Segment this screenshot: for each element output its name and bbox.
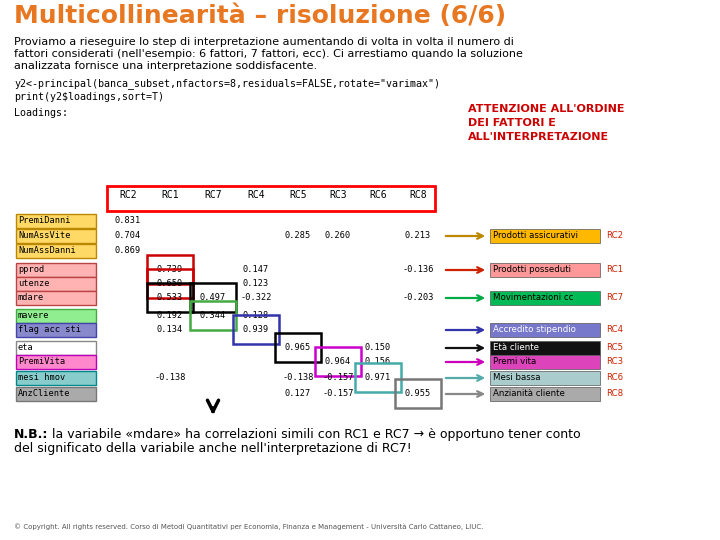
FancyBboxPatch shape: [16, 387, 96, 401]
FancyBboxPatch shape: [16, 263, 96, 277]
Text: flag acc sti: flag acc sti: [18, 325, 81, 334]
Text: RC7: RC7: [606, 293, 623, 302]
Text: PremiVita: PremiVita: [18, 357, 66, 366]
Text: Prodotti posseduti: Prodotti posseduti: [493, 265, 571, 274]
Text: print(y2$loadings,sort=T): print(y2$loadings,sort=T): [14, 92, 164, 102]
FancyBboxPatch shape: [490, 229, 600, 243]
Text: 0.869: 0.869: [115, 246, 141, 255]
Text: analizzata fornisce una interpretazione soddisfacente.: analizzata fornisce una interpretazione …: [14, 61, 317, 71]
Text: -0.136: -0.136: [402, 265, 433, 274]
FancyBboxPatch shape: [490, 291, 600, 305]
Text: N.B.:: N.B.:: [14, 428, 48, 441]
Text: -0.138: -0.138: [154, 373, 186, 382]
Text: 0.285: 0.285: [285, 231, 311, 240]
FancyBboxPatch shape: [16, 371, 96, 385]
Text: -0.138: -0.138: [282, 373, 314, 382]
Text: Prodotti assicurativi: Prodotti assicurativi: [493, 231, 578, 240]
Text: Loadings:: Loadings:: [14, 108, 68, 118]
FancyBboxPatch shape: [16, 291, 96, 305]
FancyBboxPatch shape: [16, 277, 96, 291]
Text: RC8: RC8: [606, 389, 623, 398]
Text: -0.157: -0.157: [323, 373, 354, 382]
Text: PremiDanni: PremiDanni: [18, 216, 71, 225]
Text: mavere: mavere: [18, 311, 50, 320]
Text: Anzianità cliente: Anzianità cliente: [493, 389, 565, 398]
FancyBboxPatch shape: [16, 214, 96, 228]
Text: mdare: mdare: [18, 293, 44, 302]
Text: eta: eta: [18, 343, 34, 352]
FancyBboxPatch shape: [16, 323, 96, 337]
Text: RC4: RC4: [247, 190, 265, 200]
Text: 0.939: 0.939: [243, 325, 269, 334]
Text: RC2: RC2: [606, 231, 623, 240]
Text: RC1: RC1: [161, 190, 179, 200]
Text: 0.127: 0.127: [285, 389, 311, 398]
FancyBboxPatch shape: [16, 244, 96, 258]
FancyBboxPatch shape: [16, 229, 96, 243]
Text: 0.260: 0.260: [325, 231, 351, 240]
Text: RC6: RC6: [606, 373, 623, 382]
Text: 0.971: 0.971: [365, 373, 391, 382]
FancyBboxPatch shape: [16, 309, 96, 323]
Text: RC8: RC8: [409, 190, 427, 200]
Text: ATTENZIONE ALL'ORDINE
DEI FATTORI E
ALL'INTERPRETAZIONE: ATTENZIONE ALL'ORDINE DEI FATTORI E ALL'…: [468, 104, 624, 142]
Text: Proviamo a rieseguire lo step di interpretazione aumentando di volta in volta il: Proviamo a rieseguire lo step di interpr…: [14, 37, 514, 47]
Text: 0.964: 0.964: [325, 357, 351, 366]
Text: 0.123: 0.123: [243, 279, 269, 288]
Text: 0.965: 0.965: [285, 343, 311, 352]
Text: 0.156: 0.156: [365, 357, 391, 366]
Text: Accredito stipendio: Accredito stipendio: [493, 325, 576, 334]
FancyBboxPatch shape: [490, 323, 600, 337]
Text: NumAssDanni: NumAssDanni: [18, 246, 76, 255]
Text: pprod: pprod: [18, 265, 44, 274]
Text: 0.497: 0.497: [200, 293, 226, 302]
Text: 0.147: 0.147: [243, 265, 269, 274]
FancyBboxPatch shape: [490, 371, 600, 385]
Text: 0.150: 0.150: [365, 343, 391, 352]
Text: RC5: RC5: [289, 190, 307, 200]
Text: 0.533: 0.533: [157, 293, 183, 302]
Text: RC6: RC6: [369, 190, 387, 200]
FancyBboxPatch shape: [16, 355, 96, 369]
Text: utenze: utenze: [18, 279, 50, 288]
Text: la variabile «mdare» ha correlazioni simili con RC1 e RC7 → è opportuno tener co: la variabile «mdare» ha correlazioni sim…: [52, 428, 580, 441]
Text: 0.650: 0.650: [157, 279, 183, 288]
FancyBboxPatch shape: [16, 341, 96, 355]
Text: © Copyright. All rights reserved. Corso di Metodi Quantitativi per Economia, Fin: © Copyright. All rights reserved. Corso …: [14, 523, 483, 530]
Text: -0.322: -0.322: [240, 293, 271, 302]
Text: 0.192: 0.192: [157, 311, 183, 320]
Text: RC5: RC5: [606, 343, 623, 352]
Text: RC3: RC3: [329, 190, 347, 200]
Text: 0.344: 0.344: [200, 311, 226, 320]
Text: fattori considerati (nell'esempio: 6 fattori, 7 fattori, ecc). Ci arrestiamo qua: fattori considerati (nell'esempio: 6 fat…: [14, 49, 523, 59]
Text: 0.704: 0.704: [115, 231, 141, 240]
Text: Multicollinearità – risoluzione (6/6): Multicollinearità – risoluzione (6/6): [14, 4, 506, 28]
Text: -0.157: -0.157: [323, 389, 354, 398]
FancyBboxPatch shape: [490, 341, 600, 355]
Text: NumAssVite: NumAssVite: [18, 231, 71, 240]
FancyBboxPatch shape: [490, 263, 600, 277]
Text: 0.128: 0.128: [243, 311, 269, 320]
Text: RC7: RC7: [204, 190, 222, 200]
Text: mesi hmov: mesi hmov: [18, 373, 66, 382]
Text: 0.213: 0.213: [405, 231, 431, 240]
Text: -0.203: -0.203: [402, 293, 433, 302]
Text: y2<-principal(banca_subset,nfactors=8,residuals=FALSE,rotate="varimax"): y2<-principal(banca_subset,nfactors=8,re…: [14, 78, 440, 89]
Text: 0.134: 0.134: [157, 325, 183, 334]
Text: 0.739: 0.739: [157, 265, 183, 274]
Text: 0.831: 0.831: [115, 216, 141, 225]
Text: RC3: RC3: [606, 357, 623, 366]
Text: AnzCliente: AnzCliente: [18, 389, 71, 398]
Text: RC2: RC2: [120, 190, 137, 200]
Text: Premi vita: Premi vita: [493, 357, 536, 366]
Text: RC1: RC1: [606, 265, 623, 274]
Text: Movimentazioni cc: Movimentazioni cc: [493, 293, 573, 302]
Text: Età cliente: Età cliente: [493, 343, 539, 352]
Text: del significato della variabile anche nell'interpretazione di RC7!: del significato della variabile anche ne…: [14, 442, 412, 455]
FancyBboxPatch shape: [490, 355, 600, 369]
FancyBboxPatch shape: [490, 387, 600, 401]
Text: Mesi bassa: Mesi bassa: [493, 373, 541, 382]
Text: 0.955: 0.955: [405, 389, 431, 398]
Text: RC4: RC4: [606, 325, 623, 334]
